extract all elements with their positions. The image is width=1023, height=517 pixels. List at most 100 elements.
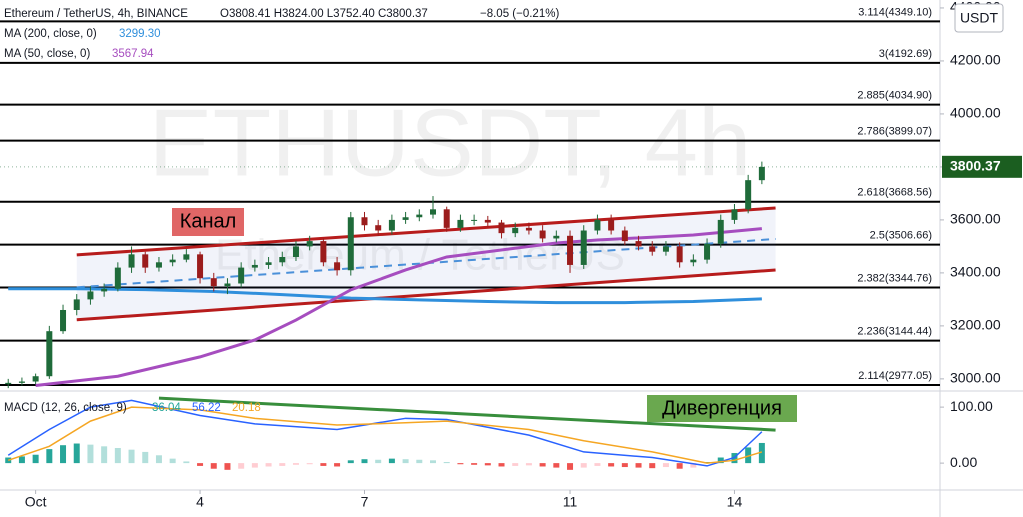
macd-histogram-bar <box>279 463 286 466</box>
candle-body <box>758 166 765 181</box>
candle-body <box>87 291 94 300</box>
candle-body <box>580 230 587 265</box>
macd-histogram-bar <box>690 463 697 468</box>
candle-body <box>375 225 382 231</box>
macd-histogram-bar <box>87 444 94 464</box>
macd-histogram-bar <box>416 459 423 464</box>
macd-y-tick-label: 100.00 <box>950 398 993 414</box>
fib-label: 3.114(4349.10) <box>858 6 932 18</box>
moving-average <box>8 287 762 305</box>
macd-histogram-bar <box>525 463 532 466</box>
macd-histogram-bar <box>347 460 354 464</box>
candle-body <box>251 264 258 268</box>
candle-body <box>169 259 176 263</box>
channel-label-box <box>172 208 244 236</box>
candle-body <box>430 209 437 215</box>
candle-body <box>18 381 25 383</box>
macd-histogram-bar <box>567 463 574 470</box>
candle-body <box>32 376 39 382</box>
macd-histogram-bar <box>183 461 190 464</box>
macd-histogram-bar <box>224 463 231 470</box>
macd-histogram-bar <box>128 449 135 464</box>
legend-ma50-value: 3567.94 <box>112 48 154 60</box>
candle-body <box>155 262 162 268</box>
macd-histogram-bar <box>142 451 149 464</box>
candle-body <box>731 209 738 220</box>
y-tick-label: 3200.00 <box>950 317 1001 333</box>
channel-label: Канал <box>180 210 237 232</box>
macd-histogram-bar <box>758 442 765 464</box>
watermark-title: ETHUSDT, 4h <box>149 89 752 196</box>
macd-histogram-bar <box>388 458 395 464</box>
candle-body <box>484 219 491 223</box>
currency-label[interactable]: USDT <box>960 10 999 26</box>
macd-histogram-bar <box>443 462 450 464</box>
macd-line <box>7 399 763 467</box>
candle-body <box>539 230 546 239</box>
candle-body <box>101 288 108 292</box>
macd-histogram-bar <box>484 463 491 466</box>
macd-histogram-bar <box>471 463 478 465</box>
macd-histogram-bar <box>197 463 204 466</box>
candle-body <box>676 246 683 263</box>
fib-label: 2.114(2977.05) <box>858 370 932 382</box>
macd-histogram-bar <box>539 463 546 467</box>
candle-body <box>416 214 423 218</box>
candle-body <box>197 254 204 279</box>
legend-ma200: MA (200, close, 0) <box>4 28 97 40</box>
x-tick-label: 4 <box>196 494 204 510</box>
macd-histogram-bar <box>457 463 464 465</box>
divergence-label-box <box>647 395 797 422</box>
candle-body <box>621 230 628 242</box>
candle-body <box>717 219 724 244</box>
candle-body <box>388 219 395 231</box>
candle-body <box>498 222 505 234</box>
fib-label: 2.786(3899.07) <box>857 126 932 138</box>
macd-histogram-bar <box>553 463 560 468</box>
candle-body <box>608 219 615 231</box>
candle-body <box>114 267 121 289</box>
candle-body <box>361 217 368 226</box>
candle-body <box>238 267 245 284</box>
candle-body <box>635 241 642 247</box>
macd-histogram-bar <box>361 459 368 464</box>
x-tick-label: 7 <box>361 494 369 510</box>
fib-label: 2.382(3344.76) <box>857 272 932 284</box>
currency-button[interactable] <box>954 3 1004 33</box>
legend-signal-value: 20.18 <box>232 402 261 414</box>
candle-body <box>553 235 560 239</box>
candle-body <box>512 227 519 234</box>
divergence-line <box>158 396 776 432</box>
candle-body <box>594 219 601 231</box>
candle-body <box>60 309 67 332</box>
x-tick-label: 11 <box>563 494 578 510</box>
legend-hist-value: 36.04 <box>152 402 181 414</box>
y-tick-label: 4000.00 <box>950 105 1001 121</box>
fib-label: 2.5(3506.66) <box>870 230 932 242</box>
macd-y-tick-label: 0.00 <box>950 454 977 470</box>
candle-body <box>334 262 341 271</box>
candle-body <box>402 217 409 220</box>
legend-symbol: Ethereum / TetherUS, 4h, BINANCE <box>4 8 188 20</box>
macd-histogram-bar <box>114 448 121 464</box>
candle-body <box>567 235 574 265</box>
candle-body <box>128 254 135 268</box>
candle-body <box>224 283 231 287</box>
candle-body <box>525 227 532 231</box>
x-tick-label: 14 <box>727 494 743 510</box>
macd-histogram-bar <box>375 459 382 464</box>
macd-histogram-bar <box>498 463 505 467</box>
candle-body <box>347 217 354 271</box>
y-tick-label: 3600.00 <box>950 211 1001 227</box>
macd-histogram-bar <box>60 445 67 464</box>
macd-histogram-bar <box>32 454 39 464</box>
macd-histogram-bar <box>717 457 724 464</box>
candle-body <box>457 219 464 228</box>
x-tick-label: Oct <box>25 494 47 510</box>
candle-body <box>471 219 478 221</box>
macd-histogram-bar <box>635 463 642 468</box>
